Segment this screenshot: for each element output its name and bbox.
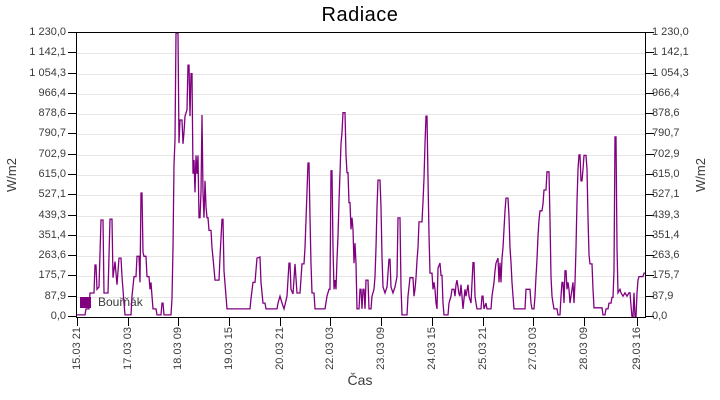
legend-swatch: [80, 296, 91, 308]
y-tick-mark-left: [68, 174, 76, 175]
y-tick-mark-right: [646, 154, 654, 155]
gridline: [77, 114, 645, 115]
y-tick-label-right: 0,0: [652, 310, 668, 322]
y-tick-label-left: 790,7: [38, 127, 66, 139]
y-tick-mark-right: [646, 32, 654, 33]
y-tick-mark-left: [68, 93, 76, 94]
y-tick-label-right: 351,4: [652, 229, 680, 241]
y-tick-label-right: 878,6: [652, 107, 680, 119]
y-tick-mark-left: [68, 32, 76, 33]
y-tick-label-left: 351,4: [38, 229, 66, 241]
y-tick-label-right: 615,0: [652, 168, 680, 180]
y-tick-mark-left: [68, 215, 76, 216]
gridline: [77, 155, 645, 156]
y-tick-label-left: 1 142,1: [29, 46, 66, 58]
y-tick-mark-left: [68, 296, 76, 297]
y-tick-mark-left: [68, 73, 76, 74]
y-tick-mark-left: [68, 194, 76, 195]
x-tick-mark: [584, 318, 585, 326]
y-tick-label-left: 702,9: [38, 148, 66, 160]
x-tick-mark: [533, 318, 534, 326]
y-tick-label-right: 439,3: [652, 209, 680, 221]
y-tick-mark-right: [646, 113, 654, 114]
y-tick-label-left: 87,9: [44, 290, 66, 302]
x-tick-mark: [229, 318, 230, 326]
y-tick-label-left: 175,7: [38, 269, 66, 281]
y-tick-label-right: 790,7: [652, 127, 680, 139]
gridline: [77, 236, 645, 237]
y-tick-mark-right: [646, 194, 654, 195]
gridline: [77, 256, 645, 257]
y-tick-label-right: 1 054,3: [652, 67, 689, 79]
y-tick-mark-left: [68, 52, 76, 53]
x-tick-mark: [128, 318, 129, 326]
y-tick-label-right: 263,6: [652, 249, 680, 261]
y-tick-mark-right: [646, 215, 654, 216]
y-tick-mark-left: [68, 316, 76, 317]
y-tick-label-left: 439,3: [38, 209, 66, 221]
y-tick-label-left: 878,6: [38, 107, 66, 119]
y-tick-label-left: 966,4: [38, 87, 66, 99]
y-tick-label-right: 702,9: [652, 148, 680, 160]
y-tick-label-right: 1 142,1: [652, 46, 689, 58]
y-tick-label-left: 1 054,3: [29, 67, 66, 79]
y-tick-label-right: 527,1: [652, 188, 680, 200]
y-tick-mark-right: [646, 235, 654, 236]
gridline: [77, 216, 645, 217]
x-tick-mark: [330, 318, 331, 326]
chart-title: Radiace: [321, 4, 399, 26]
radiation-line-series: [77, 33, 645, 317]
y-tick-mark-right: [646, 73, 654, 74]
x-tick-mark: [178, 318, 179, 326]
y-tick-mark-right: [646, 296, 654, 297]
x-axis-label: Čas: [347, 372, 373, 388]
x-tick-mark: [637, 318, 638, 326]
gridline: [77, 175, 645, 176]
gridline: [77, 94, 645, 95]
x-tick-mark: [432, 318, 433, 326]
x-tick-mark: [381, 318, 382, 326]
y-tick-mark-right: [646, 174, 654, 175]
y-tick-mark-right: [646, 133, 654, 134]
y-tick-mark-right: [646, 52, 654, 53]
x-tick-mark: [77, 318, 78, 326]
y-tick-mark-left: [68, 255, 76, 256]
plot-area: Bouřňák: [76, 32, 646, 318]
y-tick-mark-left: [68, 113, 76, 114]
y-tick-label-left: 615,0: [38, 168, 66, 180]
y-tick-label-left: 263,6: [38, 249, 66, 261]
y-tick-mark-left: [68, 235, 76, 236]
y-tick-label-left: 0,0: [50, 310, 66, 322]
gridline: [77, 53, 645, 54]
y-tick-label-right: 87,9: [652, 290, 674, 302]
x-tick-mark: [483, 318, 484, 326]
gridline: [77, 74, 645, 75]
gridline: [77, 134, 645, 135]
y-tick-label-left: 527,1: [38, 188, 66, 200]
y-tick-mark-left: [68, 275, 76, 276]
y-tick-label-right: 966,4: [652, 87, 680, 99]
y-tick-mark-right: [646, 93, 654, 94]
gridline: [77, 276, 645, 277]
y-tick-mark-left: [68, 154, 76, 155]
gridline: [77, 195, 645, 196]
y-tick-mark-right: [646, 255, 654, 256]
y-tick-mark-right: [646, 275, 654, 276]
x-tick-mark: [280, 318, 281, 326]
y-tick-mark-left: [68, 133, 76, 134]
y-tick-label-left: 1 230,0: [29, 26, 66, 38]
y-tick-mark-right: [646, 316, 654, 317]
y-tick-label-right: 1 230,0: [652, 26, 689, 38]
y-tick-label-right: 175,7: [652, 269, 680, 281]
